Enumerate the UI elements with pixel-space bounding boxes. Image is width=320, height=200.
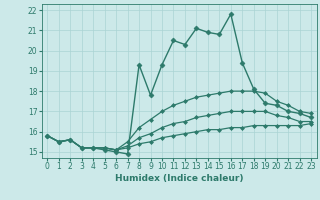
X-axis label: Humidex (Indice chaleur): Humidex (Indice chaleur) xyxy=(115,174,244,183)
